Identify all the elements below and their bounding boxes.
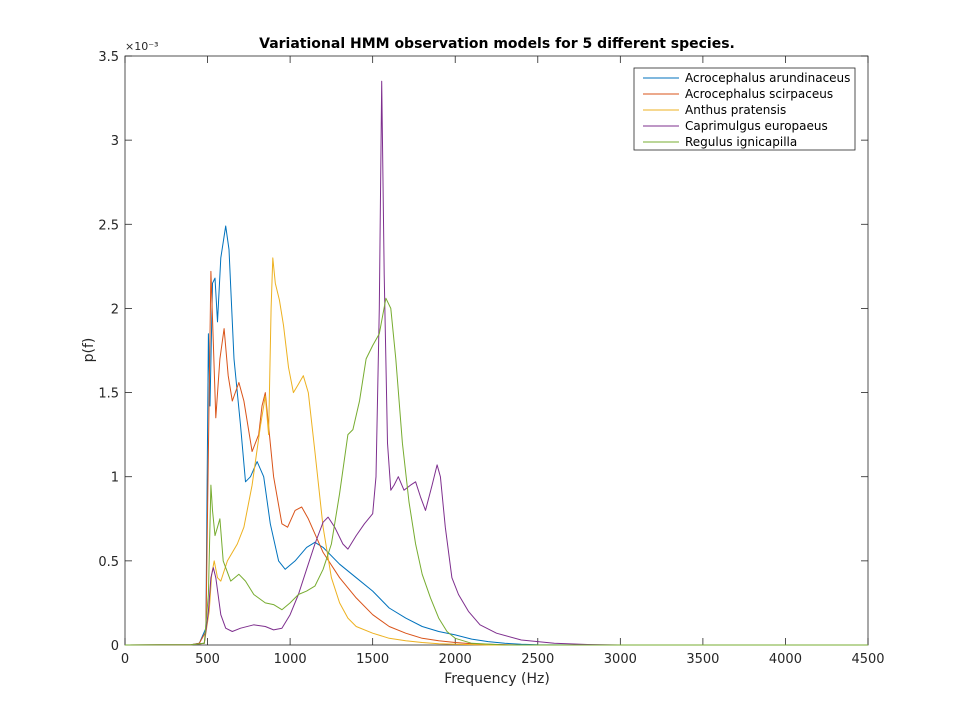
x-tick-label: 1000 [274,652,307,667]
series-line-1 [124,225,868,646]
x-axis-label: Frequency (Hz) [444,671,550,687]
x-tick-label: 3000 [604,652,637,667]
y-tick-label: 3.5 [98,50,119,65]
y-tick-label: 0 [111,639,119,654]
x-tick-label: 4000 [769,652,802,667]
y-exponent-label: ×10⁻³ [125,40,158,53]
chart-title: Variational HMM observation models for 5… [259,36,735,52]
series-lines [124,80,868,646]
y-tick-label: 1 [111,471,119,486]
y-tick-label: 3 [111,134,119,149]
series-line-3 [124,257,868,646]
series-line-4 [124,80,868,646]
x-tick-label: 3500 [686,652,719,667]
legend-entry-label: Caprimulgus europaeus [685,119,828,133]
series-line-5 [124,297,868,646]
legend-box [633,67,856,151]
x-tick-label: 2000 [439,652,472,667]
x-tick-label: 0 [121,652,129,667]
y-tick-label: 0.5 [98,555,119,570]
legend-entry-label: Regulus ignicapilla [685,135,797,149]
y-tick-label: 1.5 [98,387,119,402]
legend-entry-label: Anthus pratensis [685,103,786,117]
x-tick-label: 2500 [521,652,554,667]
x-tick-label: 500 [195,652,220,667]
legend-entry-label: Acrocephalus scirpaceus [685,87,833,101]
y-tick-label: 2 [111,302,119,317]
x-tick-label: 1500 [356,652,389,667]
series-line-2 [124,270,868,646]
legend-entry-label: Acrocephalus arundinaceus [685,71,850,85]
x-tick-label: 4500 [851,652,884,667]
y-axis-label: p(f) [81,338,97,363]
y-tick-label: 2.5 [98,218,119,233]
x-axis: 0 500 1000 1500 2000 2500 3000 3500 4000 4500 [121,56,885,667]
legend: Acrocephalus arundinaceus Acrocephalus sc… [633,67,856,151]
y-axis: 0 0.5 1 1.5 2 2.5 3 3.5 [98,50,868,654]
